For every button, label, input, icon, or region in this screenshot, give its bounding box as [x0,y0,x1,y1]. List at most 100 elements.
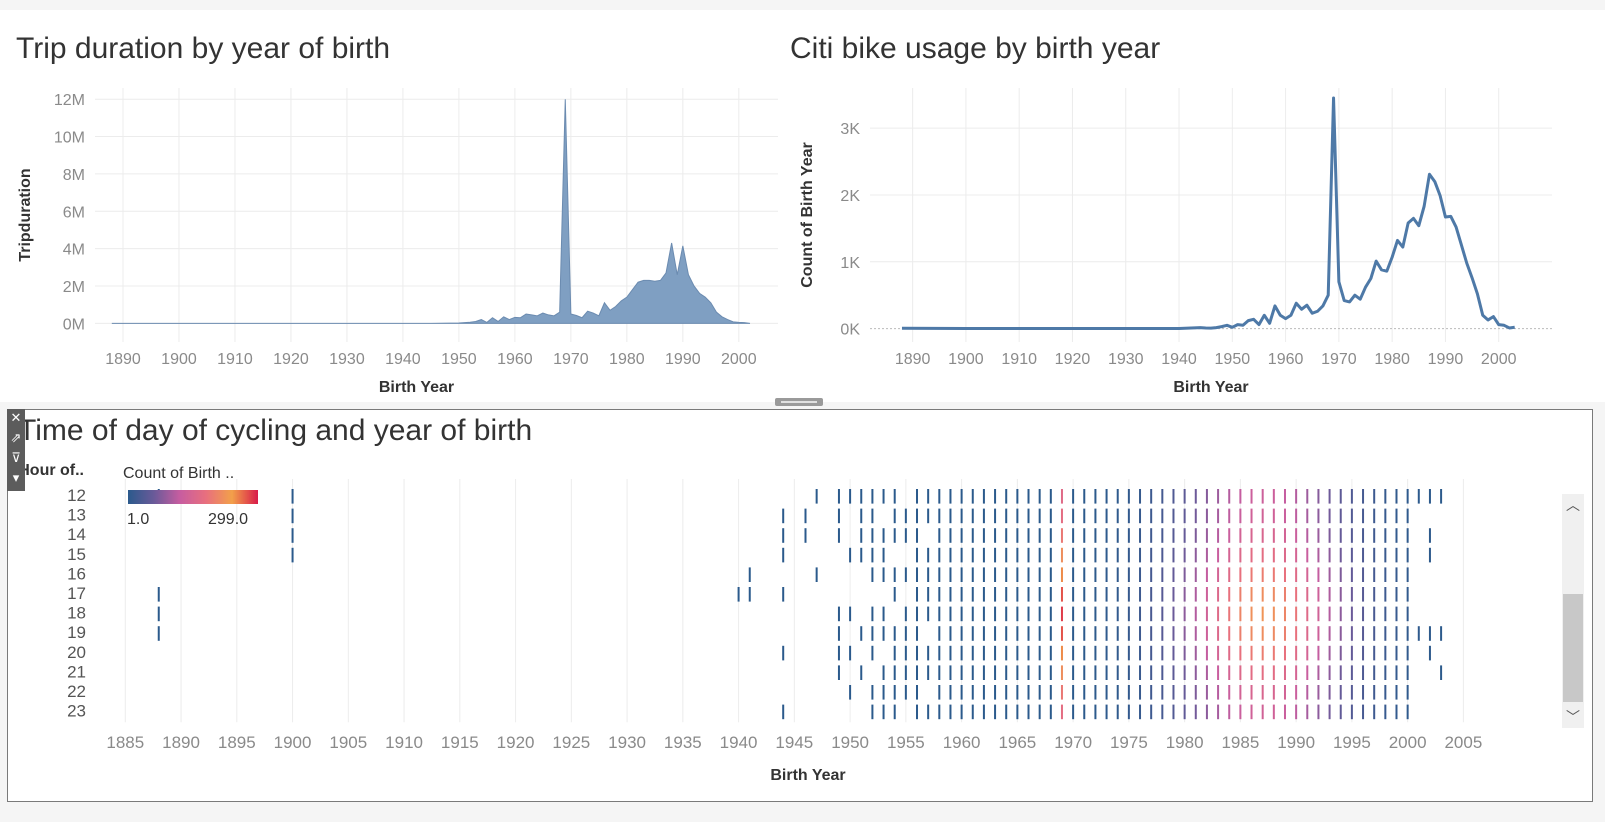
y-tick-label: 10M [54,130,85,147]
heatmap-cell [1094,704,1097,720]
heatmap-cell [1194,645,1197,661]
heatmap-cell [1373,528,1376,543]
heatmap-cell [1105,547,1108,563]
heatmap-cell [1217,508,1220,524]
heatmap-cell [1139,508,1142,524]
heatmap-cell [1317,508,1320,524]
x-tick-label: 2000 [721,351,757,368]
heatmap-cell [1094,685,1097,700]
scroll-thumb[interactable] [1563,594,1583,702]
heatmap-cell [1049,567,1052,582]
trip-duration-area-chart[interactable]: 1890 1900 1910 1920 1930 1940 1950 1960 1970 1980… [0,80,790,400]
heatmap-cell [860,665,863,680]
heatmap-cell [1016,665,1019,680]
heatmap-cell [1395,547,1398,563]
time-of-day-heatmap[interactable]: 1885 1890 1895 1900 1905 1910 1915 1920 1925 1930… [8,460,1563,800]
heatmap-cell [916,645,919,661]
usage-line-chart[interactable]: 1890 1900 1910 1920 1930 1940 1950 1960 1970 1980… [790,80,1565,400]
x-axis-title: Birth Year [379,379,454,396]
heatmap-cell [1072,528,1075,543]
heatmap-cell [1150,567,1153,582]
heatmap-cell [1373,665,1376,680]
heatmap-cell [1261,508,1264,524]
heatmap-cell [1072,489,1075,504]
heatmap-cell [1339,547,1342,563]
x-tick-label: 1890 [162,733,200,752]
heatmap-cell [1094,528,1097,543]
heatmap-cell [1083,547,1086,563]
heatmap-cell [893,489,896,504]
heatmap-cell [1172,587,1175,602]
heatmap-cell [1105,665,1108,680]
heatmap-cell [1038,606,1041,622]
heatmap-cell [1217,645,1220,661]
heatmap-cell [1406,508,1409,524]
heatmap-cell [1161,547,1164,563]
heatmap-cell [1127,567,1130,582]
heatmap-cell [1172,547,1175,563]
heatmap-cell [1350,645,1353,661]
heatmap-cell [1406,626,1409,641]
heatmap-cell [893,645,896,661]
heatmap-cell [1328,685,1331,700]
heatmap-cell [1005,489,1008,504]
filter-icon[interactable]: ⊽ [11,451,21,466]
heatmap-cell [994,626,997,641]
heatmap-cell [1083,645,1086,661]
heatmap-cell [1283,685,1286,700]
heatmap-cell [1306,547,1309,563]
heatmap-cell [1328,587,1331,602]
heatmap-cell [1161,528,1164,543]
heatmap-cell [904,665,907,680]
heatmap-cell [1373,508,1376,524]
heatmap-cell [1116,547,1119,563]
heatmap-cell [1172,489,1175,504]
heatmap-cell [1362,704,1365,720]
scroll-up-icon[interactable]: ︿ [1566,497,1580,513]
heatmap-cell [1194,685,1197,700]
heatmap-cell [971,547,974,563]
heatmap-cell [1306,606,1309,622]
x-tick-label: 1990 [1428,351,1464,368]
resize-handle[interactable] [775,398,823,406]
heatmap-cell [960,508,963,524]
heatmap-cell [960,587,963,602]
popout-icon[interactable]: ⇗ [10,431,22,446]
heatmap-cell [1194,489,1197,504]
heatmap-cell [1272,704,1275,720]
menu-arrow-icon[interactable]: ▾ [12,471,20,486]
heatmap-cell [1295,508,1298,524]
heatmap-cell [1072,567,1075,582]
heatmap-cell [837,489,840,504]
heatmap-cell [1116,626,1119,641]
heatmap-cell [1205,587,1208,602]
heatmap-cell [1150,665,1153,680]
heatmap-cell [1049,508,1052,524]
heatmap-cell [1350,508,1353,524]
heatmap-cell [1217,606,1220,622]
heatmap-cell [916,665,919,680]
heatmap-cell [1317,704,1320,720]
heatmap-cell [1116,489,1119,504]
heatmap-cell [1183,704,1186,720]
x-tick-label: 1975 [1110,733,1148,752]
heatmap-cell [1306,626,1309,641]
heatmap-cell [1283,528,1286,543]
heatmap-cell [1395,489,1398,504]
heatmap-cell [1194,547,1197,563]
x-tick-label: 1950 [1215,351,1251,368]
heatmap-cell [1116,567,1119,582]
heatmap-cell [916,606,919,622]
heatmap-cell [157,587,160,602]
heatmap-cell [1072,508,1075,524]
heatmap-cell [1306,685,1309,700]
heatmap-cell [1172,665,1175,680]
scroll-down-icon[interactable]: ﹀ [1566,709,1580,725]
heatmap-cell [291,547,294,563]
close-icon[interactable]: ✕ [10,411,22,426]
heatmap-cell [1205,606,1208,622]
vertical-scrollbar[interactable]: ︿ ﹀ [1562,494,1584,728]
heatmap-cell [1228,606,1231,622]
heatmap-cell [1384,528,1387,543]
heatmap-cell [1083,567,1086,582]
